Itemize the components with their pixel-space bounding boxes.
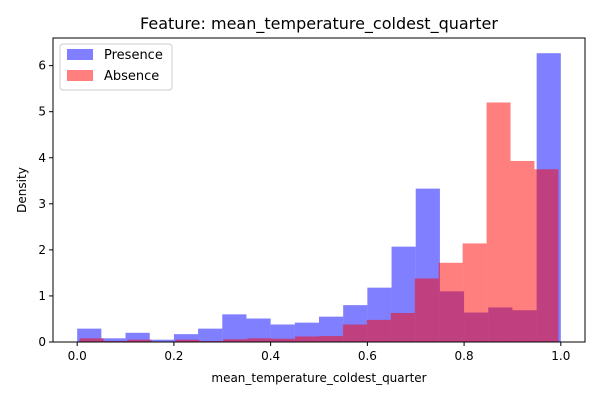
bar-presence-7 xyxy=(246,318,271,342)
y-tick-label: 6 xyxy=(38,59,46,73)
bar-absence-10 xyxy=(319,336,343,342)
bar-absence-15 xyxy=(438,262,463,342)
x-axis-label: mean_temperature_coldest_quarter xyxy=(211,371,426,385)
y-tick-label: 1 xyxy=(38,289,46,303)
legend-swatch-presence xyxy=(67,49,93,60)
bar-absence-13 xyxy=(390,312,415,342)
x-tick-label: 0.2 xyxy=(164,349,183,363)
bar-presence-2 xyxy=(125,332,150,342)
bar-absence-17 xyxy=(486,102,511,342)
bar-absence-8 xyxy=(271,338,296,342)
x-tick-label: 0.4 xyxy=(261,349,280,363)
y-tick-label: 3 xyxy=(38,197,46,211)
legend-swatch-absence xyxy=(67,70,93,81)
chart-title: Feature: mean_temperature_coldest_quarte… xyxy=(140,14,498,34)
y-tick-label: 0 xyxy=(38,335,46,349)
bar-absence-12 xyxy=(366,319,391,342)
legend-label-absence: Absence xyxy=(104,69,159,84)
bar-absence-9 xyxy=(295,336,319,342)
bar-presence-1 xyxy=(101,338,126,342)
bar-absence-7 xyxy=(247,338,272,342)
bar-presence-4 xyxy=(173,334,199,342)
x-tick-label: 1.0 xyxy=(551,349,570,363)
bars-layer xyxy=(77,53,561,342)
x-tick-label: 0.0 xyxy=(68,349,87,363)
bar-absence-19 xyxy=(534,169,559,342)
y-ticks: 0 1 2 3 4 5 6 xyxy=(38,59,53,349)
bar-presence-8 xyxy=(270,324,295,342)
bar-absence-11 xyxy=(342,324,367,342)
bar-presence-6 xyxy=(222,314,247,342)
y-tick-label: 2 xyxy=(38,243,46,257)
plot-frame xyxy=(52,37,586,343)
bar-presence-3 xyxy=(149,339,174,342)
y-tick-label: 4 xyxy=(38,151,46,165)
y-tick-label: 5 xyxy=(38,105,46,119)
bar-presence-5 xyxy=(198,328,223,342)
x-tick-label: 0.6 xyxy=(358,349,377,363)
bar-absence-6 xyxy=(223,339,248,342)
bar-absence-18 xyxy=(510,160,535,342)
x-ticks: 0.0 0.2 0.4 0.6 0.8 1.0 xyxy=(68,342,570,363)
bar-absence-0 xyxy=(79,338,104,342)
y-axis-label: Density xyxy=(15,167,29,213)
bar-absence-14 xyxy=(414,278,439,342)
bar-absence-2 xyxy=(127,339,152,342)
bar-absence-4 xyxy=(175,339,200,342)
legend-label-presence: Presence xyxy=(104,48,163,63)
x-tick-label: 0.8 xyxy=(455,349,474,363)
bar-absence-16 xyxy=(462,243,487,342)
legend: Presence Absence xyxy=(59,43,173,91)
